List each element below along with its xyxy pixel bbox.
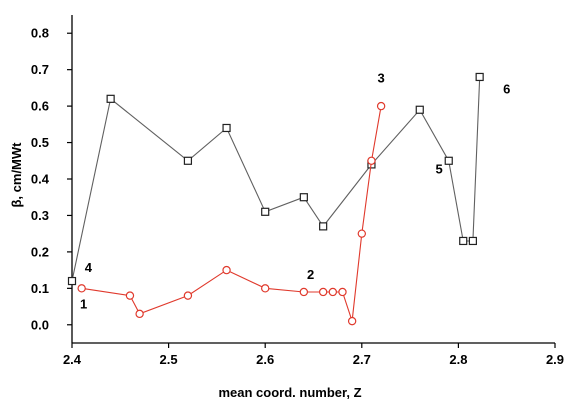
- curve-number-label: 1: [80, 296, 87, 311]
- x-tick-label: 2.6: [256, 352, 274, 367]
- series-2-point: [376, 101, 386, 111]
- series-1-point: [261, 207, 270, 216]
- y-axis-label: β, cm/MWt: [9, 142, 24, 208]
- series-2-point: [299, 287, 309, 297]
- curve-number-label: 3: [378, 70, 385, 85]
- series-1-point: [106, 94, 115, 103]
- series-1-point: [415, 105, 424, 114]
- curve-number-label: 5: [435, 162, 442, 177]
- series-1-point: [468, 236, 477, 246]
- series-2-point: [183, 291, 193, 300]
- series-2-point: [367, 156, 376, 165]
- series-2-point: [357, 229, 366, 238]
- y-tick-label: 0.2: [31, 244, 49, 259]
- curve-number-label: 6: [503, 81, 510, 96]
- x-tick-label: 2.9: [546, 352, 564, 367]
- series-1-point: [444, 156, 453, 165]
- series-layer: [67, 72, 484, 326]
- plot-frame: [71, 15, 555, 344]
- y-tick-label: 0.6: [31, 99, 49, 114]
- y-tick-label: 0.3: [31, 208, 49, 223]
- y-axis-ticks: 0.0 0.1 0.2 0.3 0.4 0.5 0.6 0.7 0.8: [31, 26, 72, 332]
- series-2-point: [222, 265, 231, 275]
- y-tick-label: 0.8: [31, 26, 49, 41]
- y-tick-label: 0.1: [31, 281, 49, 296]
- series-2-point: [318, 287, 328, 297]
- series-1-point: [222, 123, 231, 133]
- curve-number-label: 2: [307, 267, 314, 282]
- series-1-point: [67, 276, 77, 286]
- y-tick-label: 0.0: [31, 317, 49, 332]
- annotation-layer: 1 4 2 3 5 6: [80, 70, 510, 311]
- x-tick-label: 2.8: [449, 352, 467, 367]
- series-1-point: [459, 236, 468, 246]
- y-tick-label: 0.7: [31, 62, 49, 77]
- series-2-point: [77, 284, 86, 293]
- x-tick-label: 2.4: [63, 352, 82, 367]
- series-2-point: [261, 284, 270, 293]
- x-tick-label: 2.7: [353, 352, 371, 367]
- series-2-point: [338, 287, 347, 297]
- series-2-point: [328, 287, 338, 297]
- series-1-point: [299, 193, 308, 202]
- series-2-point: [347, 316, 357, 326]
- x-tick-label: 2.5: [160, 352, 178, 367]
- series-2-point: [135, 309, 144, 319]
- series-1-point: [475, 72, 484, 82]
- y-tick-label: 0.4: [31, 172, 50, 187]
- series-1-point: [183, 156, 193, 165]
- x-axis-ticks: 2.4 2.5 2.6 2.7 2.8 2.9: [63, 343, 564, 367]
- y-tick-label: 0.5: [31, 135, 49, 150]
- series-2-point: [125, 291, 135, 300]
- series-2-line: [81, 106, 382, 322]
- series-1-point: [319, 222, 328, 231]
- x-axis-label: mean coord. number, Z: [218, 385, 361, 400]
- curve-number-label: 4: [85, 260, 93, 275]
